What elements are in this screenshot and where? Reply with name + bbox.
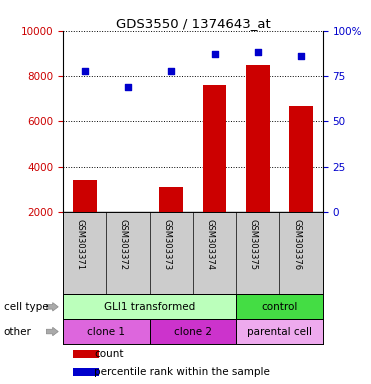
- Bar: [150, 319, 236, 344]
- Bar: [73, 368, 99, 376]
- Bar: [73, 180, 96, 257]
- Text: percentile rank within the sample: percentile rank within the sample: [94, 367, 270, 377]
- Text: GSM303374: GSM303374: [206, 218, 214, 270]
- Text: GLI1 transformed: GLI1 transformed: [104, 302, 195, 312]
- Bar: [236, 319, 323, 344]
- Text: parental cell: parental cell: [247, 326, 312, 336]
- Text: GSM303373: GSM303373: [162, 218, 171, 270]
- Text: count: count: [94, 349, 124, 359]
- Point: [255, 50, 261, 56]
- Text: GSM303372: GSM303372: [119, 218, 128, 270]
- Point: [211, 51, 217, 57]
- Bar: [203, 85, 226, 257]
- Bar: [63, 295, 236, 319]
- Point: [168, 68, 174, 74]
- Text: GSM303371: GSM303371: [76, 218, 85, 270]
- Title: GDS3550 / 1374643_at: GDS3550 / 1374643_at: [115, 17, 270, 30]
- Text: other: other: [4, 326, 32, 336]
- Bar: [63, 319, 150, 344]
- Text: GSM303375: GSM303375: [249, 218, 258, 270]
- Point: [298, 53, 304, 59]
- Text: clone 1: clone 1: [87, 326, 125, 336]
- Text: control: control: [261, 302, 298, 312]
- Point: [82, 68, 88, 74]
- Bar: [236, 295, 323, 319]
- Text: clone 2: clone 2: [174, 326, 212, 336]
- Bar: [116, 214, 140, 257]
- Text: cell type: cell type: [4, 302, 48, 312]
- Point: [125, 84, 131, 90]
- Bar: [160, 187, 183, 257]
- Text: GSM303376: GSM303376: [292, 218, 301, 270]
- Bar: [246, 65, 270, 257]
- Bar: [289, 106, 313, 257]
- Bar: [73, 350, 99, 358]
